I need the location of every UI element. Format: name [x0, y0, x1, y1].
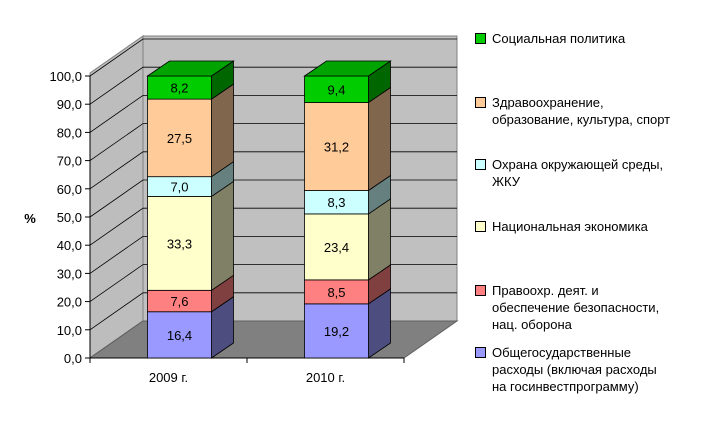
legend-label-health-education: Здравоохранение, образование, культура, … [492, 95, 671, 127]
bar-segment [304, 213, 369, 281]
bar-segment [147, 98, 212, 178]
data-label: 16,4 [167, 328, 192, 343]
data-label: 7,0 [170, 180, 188, 195]
legend-label-general-government: Общегосударственные расходы (включая рас… [492, 345, 657, 394]
legend-item-national-economy: Национальная экономика [475, 218, 648, 235]
y-tick-label: 20,0 [57, 295, 82, 310]
y-tick-label: 30,0 [57, 266, 82, 281]
legend-item-environment-housing: Охрана окружающей среды, ЖКУ [475, 156, 663, 190]
data-label: 31,2 [324, 140, 349, 155]
y-tick-label: 50,0 [57, 210, 82, 225]
gridline [89, 38, 457, 77]
legend-item-health-education: Здравоохранение, образование, культура, … [475, 94, 670, 128]
legend-label-national-economy: Национальная экономика [492, 219, 648, 234]
legend-label-environment-housing: Охрана окружающей среды, ЖКУ [492, 157, 664, 189]
bar-segment [147, 311, 212, 359]
y-tick-label: 90,0 [57, 97, 82, 112]
side-wall [89, 35, 144, 359]
data-label: 8,2 [170, 81, 188, 96]
floor [88, 320, 459, 359]
data-label: 8,5 [327, 285, 345, 300]
legend-swatch-law-enforcement-defense [475, 285, 486, 296]
chart-legend: Социальная политика Здравоохранение, обр… [475, 0, 716, 429]
y-tick-label: 0,0 [64, 351, 82, 366]
data-label: 7,6 [170, 294, 188, 309]
data-label: 27,5 [167, 131, 192, 146]
legend-swatch-environment-housing [475, 159, 486, 170]
bar-top [146, 60, 235, 77]
y-tick-label: 100,0 [49, 69, 82, 84]
y-tick-label: 70,0 [57, 154, 82, 169]
legend-label-law-enforcement-defense: Правоохр. деят. и обеспечение безопаснос… [492, 283, 660, 332]
legend-swatch-health-education [475, 97, 486, 108]
y-tick-label: 80,0 [57, 125, 82, 140]
data-label: 19,2 [324, 324, 349, 339]
legend-item-law-enforcement-defense: Правоохр. деят. и обеспечение безопаснос… [475, 282, 659, 333]
legend-swatch-general-government [475, 347, 486, 358]
data-label: 8,3 [327, 195, 345, 210]
bar-top [303, 60, 392, 77]
x-tick-label: 2009 г. [149, 370, 188, 385]
bar-segment [147, 196, 212, 291]
y-tick-label: 40,0 [57, 238, 82, 253]
bar-segment [304, 75, 369, 103]
legend-label-social-policy: Социальная политика [492, 31, 626, 46]
legend-item-general-government: Общегосударственные расходы (включая рас… [475, 344, 657, 395]
data-label: 33,3 [167, 236, 192, 251]
data-label: 9,4 [327, 82, 345, 97]
bar-side [211, 83, 234, 178]
x-tick-label: 2010 г. [306, 370, 345, 385]
legend-swatch-social-policy [475, 33, 486, 44]
legend-swatch-national-economy [475, 221, 486, 232]
bar-side [368, 86, 391, 192]
legend-item-social-policy: Социальная политика [475, 30, 625, 47]
bar-segment [304, 102, 369, 191]
bar-side [211, 180, 234, 292]
y-axis-label: % [24, 211, 36, 226]
data-label: 23,4 [324, 240, 349, 255]
y-tick-label: 10,0 [57, 323, 82, 338]
y-tick-label: 60,0 [57, 182, 82, 197]
